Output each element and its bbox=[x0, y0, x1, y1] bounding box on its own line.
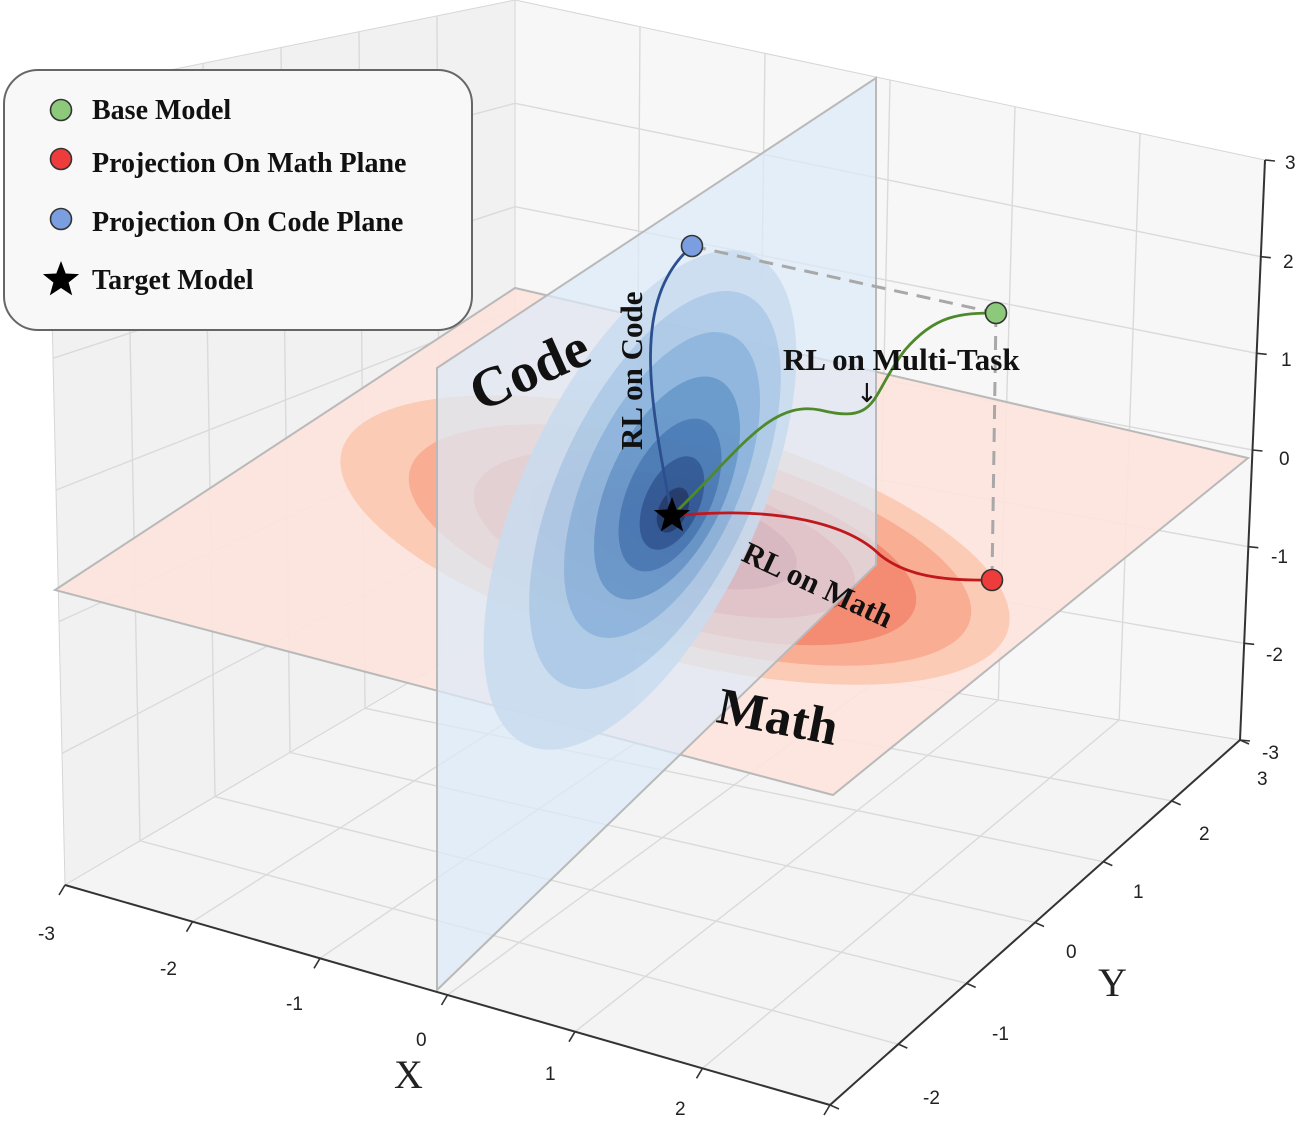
z-tick-label: -1 bbox=[1271, 547, 1288, 568]
x-axis: -3 -2 -1 0 1 2 X bbox=[38, 884, 831, 1120]
base-model-point bbox=[984, 301, 1008, 325]
legend-base-model-marker bbox=[49, 98, 73, 122]
z-tick-label: -2 bbox=[1266, 645, 1283, 666]
legend: Base Model Projection On Math Plane Proj… bbox=[3, 69, 473, 331]
target-model-star bbox=[653, 497, 691, 532]
projection-lines bbox=[691, 244, 998, 581]
legend-label: Projection On Code Plane bbox=[92, 207, 403, 238]
z-tick-label: 2 bbox=[1283, 252, 1294, 273]
legend-label: Target Model bbox=[92, 265, 254, 296]
x-tick-label: -2 bbox=[160, 959, 177, 980]
x-tick-label: 1 bbox=[545, 1064, 556, 1085]
y-tick-label: -2 bbox=[923, 1088, 940, 1109]
y-tick-label: 3 bbox=[1257, 769, 1268, 790]
z-tick-label: 0 bbox=[1279, 449, 1290, 470]
projection-code-point bbox=[680, 234, 704, 258]
projection-math-point bbox=[980, 568, 1004, 592]
rl-code-path bbox=[649, 244, 693, 517]
legend-code-projection-marker bbox=[49, 207, 73, 231]
y-axis-title: Y bbox=[1098, 960, 1127, 1005]
y-tick-label: -1 bbox=[992, 1024, 1009, 1045]
x-tick-label: 2 bbox=[675, 1099, 686, 1120]
rl-multi-task-path bbox=[671, 311, 997, 518]
y-axis: -2 -1 0 1 2 3 Y bbox=[829, 739, 1268, 1110]
rl-code-label: RL on Code bbox=[614, 292, 649, 450]
y-tick-label: 0 bbox=[1066, 942, 1077, 963]
legend-math-projection-marker bbox=[49, 147, 73, 171]
y-tick-label: 2 bbox=[1199, 824, 1210, 845]
rl-multi-task-arrow: ↓ bbox=[856, 379, 878, 409]
z-tick-label: -3 bbox=[1262, 743, 1279, 764]
code-plane bbox=[436, 76, 877, 993]
x-tick-label: -3 bbox=[38, 924, 55, 945]
legend-label: Projection On Math Plane bbox=[92, 148, 406, 179]
rl-multi-task-label: RL on Multi-Task bbox=[783, 342, 1020, 377]
x-axis-title: X bbox=[394, 1052, 423, 1097]
z-tick-label: 1 bbox=[1281, 350, 1292, 371]
legend-target-star bbox=[42, 261, 80, 296]
rl-math-path bbox=[671, 511, 993, 582]
y-tick-label: 1 bbox=[1133, 882, 1144, 903]
x-tick-label: 0 bbox=[416, 1030, 427, 1051]
z-tick-label: 3 bbox=[1285, 153, 1296, 174]
legend-label: Base Model bbox=[92, 95, 231, 126]
x-tick-label: -1 bbox=[286, 994, 303, 1015]
z-axis: 3 2 1 0 -1 -2 -3 bbox=[1239, 153, 1296, 764]
legend-box bbox=[3, 69, 473, 331]
